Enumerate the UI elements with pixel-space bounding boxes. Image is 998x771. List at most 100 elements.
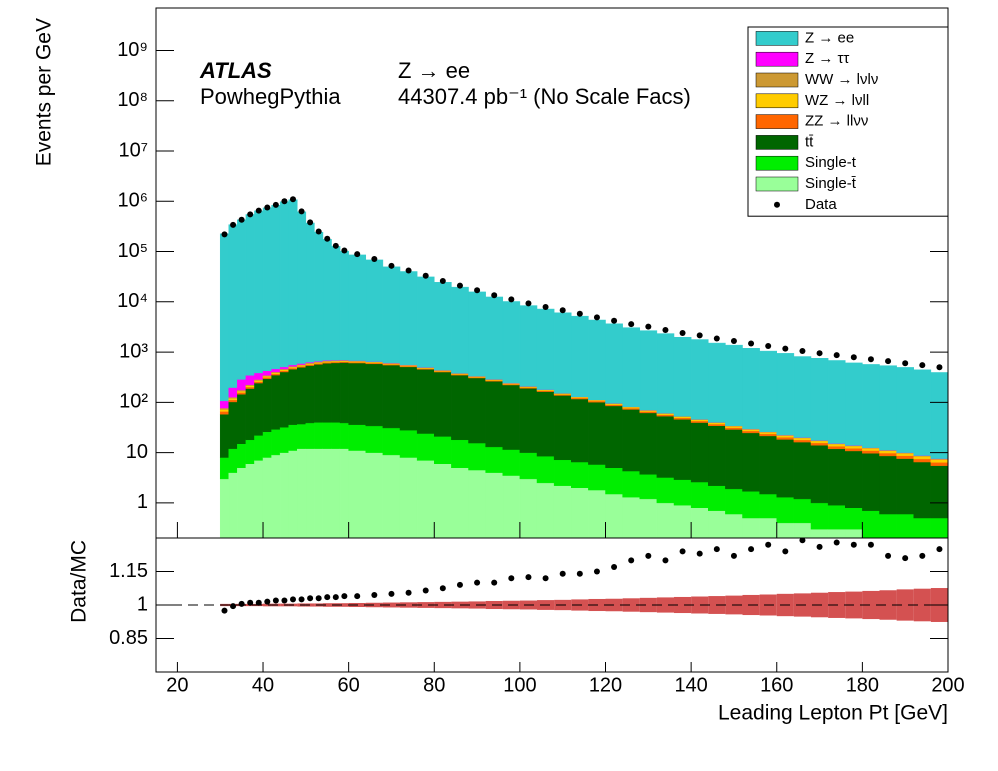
y-axis-title: Events per GeV — [33, 18, 56, 166]
ratio-point — [850, 541, 857, 548]
ratio-point — [559, 570, 566, 577]
stack-bar — [656, 415, 675, 478]
stack-bar — [451, 374, 469, 441]
stack-bar — [271, 205, 281, 370]
uncertainty-band — [434, 601, 452, 609]
stack-bar — [810, 442, 829, 446]
ratio-point — [324, 594, 331, 601]
stack-bar — [827, 528, 846, 538]
ratio-point — [576, 570, 583, 577]
x-tick-label: 160 — [760, 674, 793, 696]
data-point — [799, 348, 806, 355]
stack-bar — [262, 457, 272, 538]
stack-bar — [288, 199, 298, 366]
stack-bar — [279, 201, 289, 368]
stack-bar — [690, 481, 709, 508]
ratio-point — [730, 552, 737, 559]
stack-bar — [913, 461, 932, 519]
ratio-point — [238, 600, 245, 607]
stack-bar — [339, 422, 349, 449]
stack-bar — [725, 429, 743, 490]
stack-bar — [314, 422, 324, 449]
stack-bar — [673, 479, 692, 506]
legend-label: Single-t — [805, 154, 857, 171]
x-tick-label: 100 — [503, 674, 536, 696]
ratio-point — [332, 594, 339, 601]
stack-bar — [571, 315, 589, 397]
ratio-point — [371, 591, 378, 598]
ratio-point — [542, 575, 549, 582]
stack-bar — [262, 378, 272, 432]
stack-bar — [468, 377, 486, 444]
luminosity-label: 44307.4 pb⁻¹ (No Scale Facs) — [398, 84, 691, 109]
ratio-point — [247, 599, 254, 606]
ratio-point — [885, 552, 892, 559]
stack-bar — [451, 439, 469, 468]
stack-bar — [305, 365, 315, 424]
stack-bar — [673, 419, 692, 480]
data-point — [525, 300, 532, 307]
channel-label: Z → ee — [398, 58, 470, 83]
stack-bar — [742, 430, 760, 434]
data-point — [272, 201, 279, 208]
stack-bar — [502, 449, 521, 476]
stack-bar — [639, 330, 658, 411]
data-point — [221, 231, 228, 238]
uncertainty-band — [913, 588, 931, 622]
ratio-point — [341, 593, 348, 600]
x-tick-label: 80 — [423, 674, 445, 696]
data-point — [491, 292, 498, 299]
stack-bar — [690, 422, 709, 483]
stack-bar — [639, 498, 658, 538]
stack-bar — [622, 409, 641, 472]
y-tick-label: 0.85 — [109, 627, 148, 649]
stack-bar — [331, 448, 341, 538]
data-point — [679, 329, 686, 336]
stack-bar — [656, 333, 675, 414]
stack-bar — [297, 423, 307, 449]
stack-bar — [434, 282, 452, 371]
stack-bar — [588, 401, 606, 465]
stack-bar — [219, 478, 230, 538]
stack-bar — [913, 517, 932, 538]
stack-bar — [862, 510, 880, 538]
stack-bar — [365, 425, 384, 453]
stack-bar — [237, 219, 247, 380]
data-point — [696, 332, 703, 339]
stack-bar — [845, 448, 863, 452]
y-tick-label: 10⁵ — [117, 240, 148, 262]
uncertainty-band — [896, 589, 914, 621]
stack-bar — [314, 231, 324, 362]
experiment-label: ATLAS — [199, 58, 272, 83]
legend-swatch — [755, 176, 799, 192]
stack-bar — [862, 450, 880, 454]
stack-bar — [382, 266, 401, 364]
stack-bar — [322, 239, 332, 361]
stack-bar — [553, 395, 572, 461]
stack-bar — [708, 342, 726, 423]
x-tick-label: 180 — [846, 674, 879, 696]
data-point — [332, 242, 339, 249]
stack-bar — [708, 423, 726, 427]
stack-bar — [279, 452, 289, 538]
data-point — [324, 235, 331, 242]
stack-bar — [793, 356, 812, 438]
stack-bar — [571, 461, 589, 488]
stack-bar — [228, 401, 238, 449]
stack-bar — [930, 462, 948, 466]
stack-bar — [571, 487, 589, 538]
stack-bar — [827, 504, 846, 530]
stack-bar — [759, 433, 778, 437]
data-point — [474, 287, 481, 294]
stack-bar — [228, 387, 238, 398]
uncertainty-band — [639, 597, 657, 613]
stack-bar — [468, 442, 486, 471]
stack-bar — [485, 296, 504, 380]
data-point — [816, 350, 823, 357]
stack-bar — [673, 336, 692, 417]
ratio-point — [255, 599, 262, 606]
data-point — [833, 352, 840, 359]
stack-bar — [810, 358, 829, 441]
ratio-point — [645, 552, 652, 559]
stack-bar — [416, 460, 435, 538]
